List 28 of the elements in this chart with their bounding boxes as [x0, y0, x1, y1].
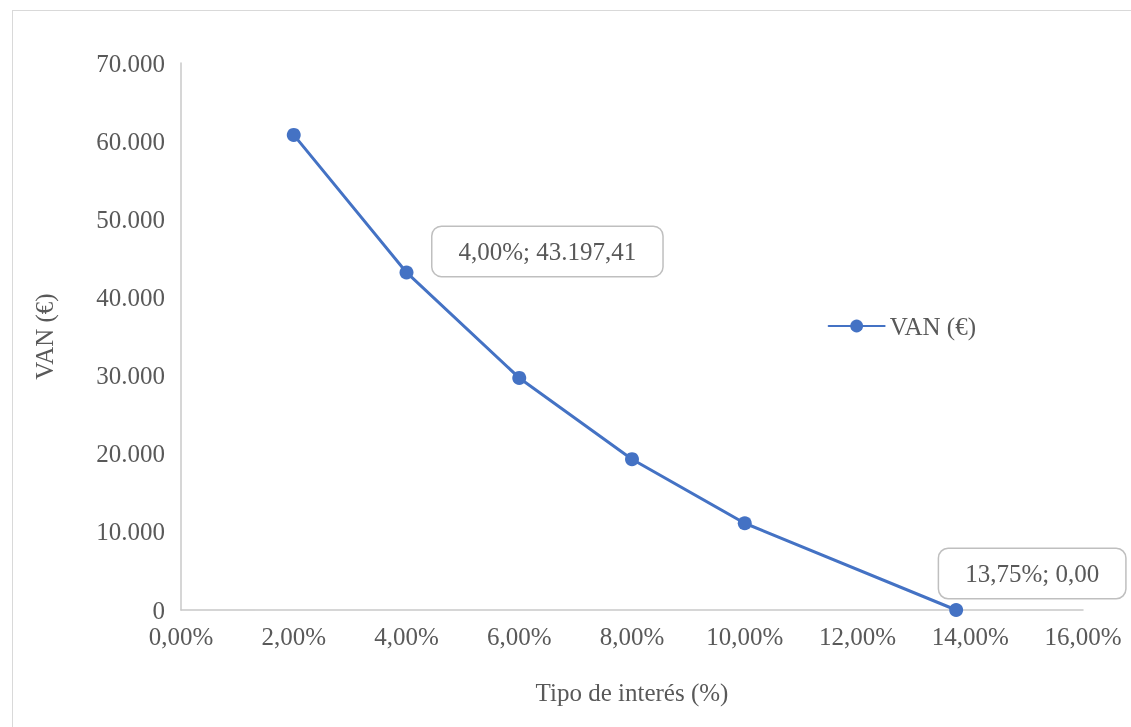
point — [625, 452, 639, 467]
x-tick-label: 6,00% — [486, 623, 552, 650]
y-tick-label: 0 — [152, 596, 165, 624]
point — [399, 265, 414, 280]
point — [949, 603, 964, 617]
x-tick-label: 16,00% — [1044, 623, 1122, 650]
legend-label: VAN (€) — [889, 312, 976, 341]
data-label: 13,75%; 0,00 — [965, 560, 1100, 587]
y-tick-label: 20.000 — [96, 440, 165, 468]
data-label: 4,00%; 43.197,41 — [458, 237, 637, 265]
y-tick-label: 40.000 — [96, 283, 165, 311]
y-tick-label: 60.000 — [96, 127, 165, 155]
point — [737, 516, 752, 531]
x-tick-label: 8,00% — [599, 623, 665, 650]
x-tick-label: 4,00% — [374, 623, 439, 650]
x-tick-label: 12,00% — [818, 623, 897, 650]
y-tick-label: 70.000 — [96, 49, 165, 77]
x-tick-label: 14,00% — [931, 623, 1009, 650]
x-tick-label: 0,00% — [148, 623, 214, 650]
y-axis-title: VAN (€) — [31, 293, 59, 380]
y-tick-label: 50.000 — [96, 205, 165, 233]
point — [512, 370, 527, 385]
point — [286, 127, 301, 142]
x-axis-title: Tipo de interés (%) — [535, 679, 729, 707]
y-tick-label: 30.000 — [96, 362, 165, 390]
y-tick-label: 10.000 — [96, 518, 165, 546]
x-tick-label: 2,00% — [261, 623, 327, 650]
x-tick-label: 10,00% — [706, 623, 784, 650]
